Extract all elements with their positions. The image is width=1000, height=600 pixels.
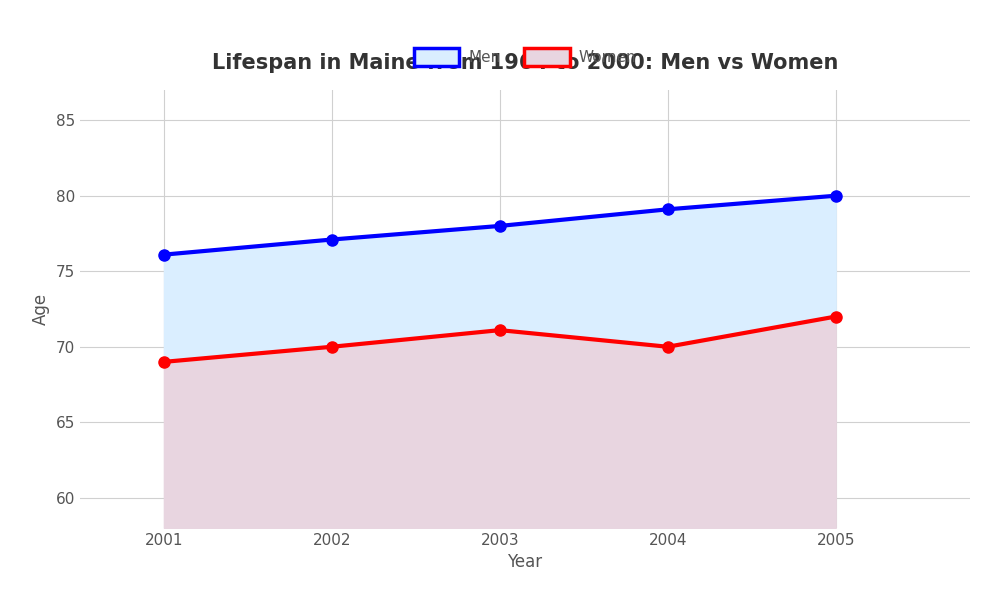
Line: Men: Men	[158, 190, 841, 260]
Men	[830, 192, 842, 199]
Title: Lifespan in Maine from 1964 to 2000: Men vs Women: Lifespan in Maine from 1964 to 2000: Men…	[212, 53, 838, 73]
Legend: Men, Women: Men, Women	[406, 41, 644, 74]
Men	[662, 206, 674, 213]
X-axis label: Year: Year	[507, 553, 543, 571]
Women	[830, 313, 842, 320]
Men	[494, 223, 506, 230]
Women	[494, 326, 506, 334]
Women	[662, 343, 674, 350]
Men	[158, 251, 170, 258]
Y-axis label: Age: Age	[32, 293, 50, 325]
Men	[326, 236, 338, 243]
Women	[326, 343, 338, 350]
Women	[158, 358, 170, 365]
Line: Women: Women	[158, 311, 841, 367]
